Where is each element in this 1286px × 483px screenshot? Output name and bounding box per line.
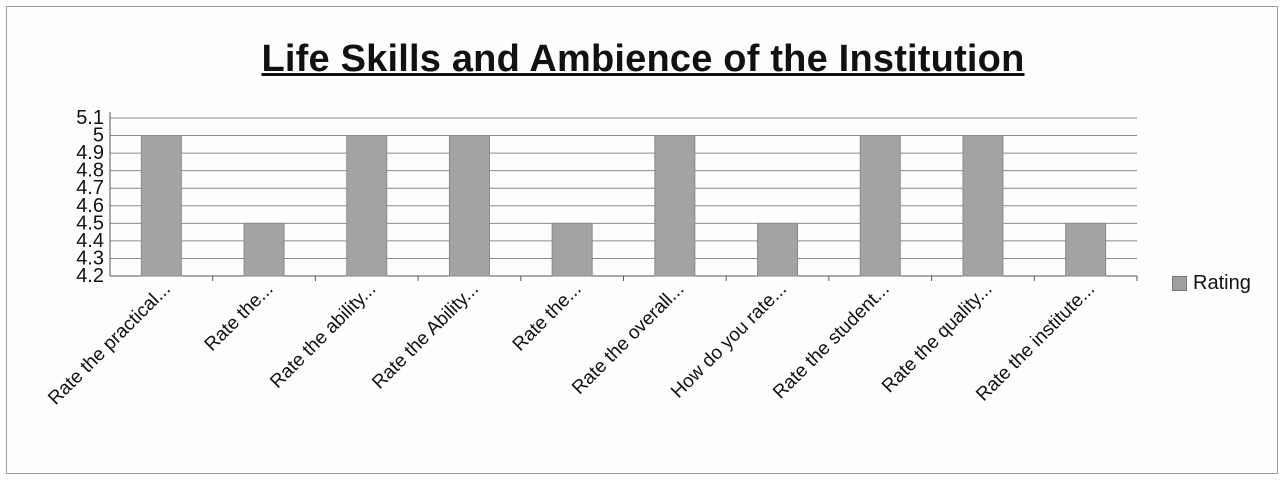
y-tick-label: 4.9 [76,142,104,164]
legend-label: Rating [1193,272,1251,294]
bar [1065,222,1107,277]
bar [140,135,182,277]
y-tick-label: 4.6 [76,195,104,217]
y-tick-label: 4.5 [76,212,104,234]
legend-swatch [1172,276,1187,291]
x-tick-label: Rate the practical... [44,279,175,410]
bar [346,135,388,277]
bar [859,135,901,277]
bar [654,135,696,277]
y-tick-label: 4.8 [76,160,104,182]
bar [551,222,593,277]
bar [243,222,285,277]
legend: Rating [1172,272,1251,295]
x-tick-label: Rate the... [509,279,586,356]
x-tick-label: Rate the ability... [266,279,380,393]
y-tick-label: 4.2 [76,265,104,287]
bar [448,135,490,277]
y-tick-label: 4.3 [76,247,104,269]
y-tick-label: 4.4 [76,230,104,252]
chart-title: Life Skills and Ambience of the Institut… [261,38,1025,80]
y-tick-label: 4.7 [76,177,104,199]
x-tick-label: Rate the Ability... [368,279,483,394]
x-tick-label: Rate the... [201,279,278,356]
bar [757,222,799,277]
bar [962,135,1004,277]
y-tick-label: 5 [93,125,104,147]
y-tick-label: 5.1 [76,107,104,129]
x-tick-label: Rate the overall... [568,279,688,399]
x-tick-label: Rate the student... [769,279,894,404]
x-tick-label: Rate the quality... [878,279,996,397]
